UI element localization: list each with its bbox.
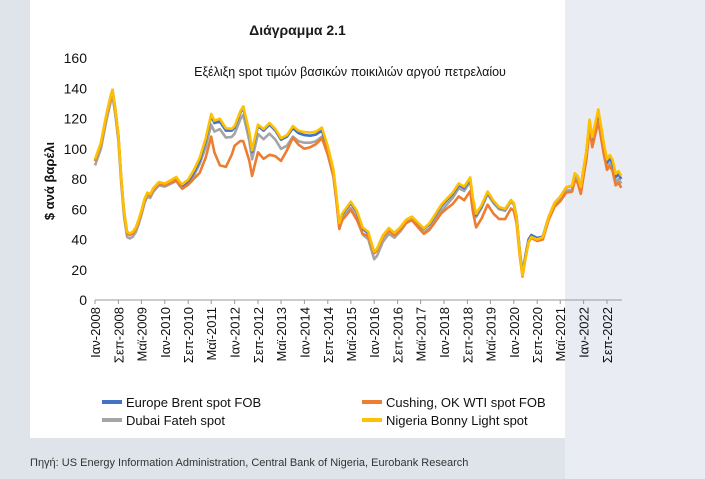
page-background-band	[565, 0, 705, 479]
x-tick-label: Σεπ-2008	[111, 307, 126, 363]
legend-label-brent: Europe Brent spot FOB	[126, 395, 261, 410]
x-tick-label: Μαϊ-2015	[344, 307, 359, 361]
x-tick-label: Μαϊ-2013	[274, 307, 289, 361]
x-axis: Ιαν-2008 Σεπ-2008 Μαϊ-2009 Ιαν-2010 Σεπ-2010…	[88, 299, 622, 363]
x-tick-label: Ιαν-2020	[507, 307, 522, 358]
x-tick-label: Σεπ-2022	[600, 307, 615, 363]
x-tick-label: Μαϊ-2011	[204, 307, 219, 361]
chart-heading: Διάγραμμα 2.1	[249, 22, 346, 38]
y-axis: 0 20 40 60 80 100 120 140 160	[64, 50, 88, 308]
legend-label-bonny: Nigeria Bonny Light spot	[386, 413, 528, 428]
series-line-dubai	[93, 94, 623, 276]
y-tick-label: 140	[64, 80, 88, 96]
x-tick-label: Μαϊ-2009	[134, 307, 149, 361]
x-tick-label: Σεπ-2014	[321, 307, 336, 363]
y-tick-label: 60	[71, 201, 87, 217]
x-tick-label: Σεπ-2018	[460, 307, 475, 363]
y-tick-label: 100	[64, 141, 88, 157]
x-tick-label: Ιαν-2018	[437, 307, 452, 358]
x-tick-label: Ιαν-2016	[367, 307, 382, 358]
legend-label-wti: Cushing, OK WTI spot FOB	[386, 395, 546, 410]
series-lines	[93, 88, 623, 278]
x-tick-label: Μαϊ-2017	[414, 307, 429, 361]
y-tick-label: 160	[64, 50, 88, 66]
chart-card	[30, 0, 565, 438]
x-tick-label: Ιαν-2012	[228, 307, 243, 358]
x-tick-label: Ιαν-2022	[577, 307, 592, 358]
x-tick-label: Σεπ-2020	[530, 307, 545, 363]
y-tick-label: 120	[64, 111, 88, 127]
y-axis-label: $ ανά βαρέλι	[42, 141, 57, 220]
y-tick-label: 20	[71, 262, 87, 278]
x-tick-label: Σεπ-2012	[251, 307, 266, 363]
series-line-bonny	[93, 88, 623, 277]
legend-label-dubai: Dubai Fateh spot	[126, 413, 225, 428]
x-tick-label: Ιαν-2008	[88, 307, 103, 358]
x-tick-label: Ιαν-2014	[297, 307, 312, 358]
x-tick-label: Μαϊ-2019	[483, 307, 498, 361]
series-line-wti	[93, 90, 623, 278]
legend: Europe Brent spot FOB Cushing, OK WTI spo…	[102, 395, 546, 428]
source-note: Πηγή: US Energy Information Administrati…	[30, 457, 469, 469]
y-tick-label: 80	[71, 171, 87, 187]
x-tick-label: Ιαν-2010	[158, 307, 173, 358]
x-tick-label: Σεπ-2010	[181, 307, 196, 363]
x-tick-label: Μαϊ-2021	[553, 307, 568, 361]
y-tick-label: 0	[79, 292, 87, 308]
x-tick-label: Σεπ-2016	[391, 307, 406, 363]
y-tick-label: 40	[71, 232, 87, 248]
chart-title: Εξέλιξη spot τιμών βασικών ποικιλιών αργ…	[194, 65, 506, 79]
